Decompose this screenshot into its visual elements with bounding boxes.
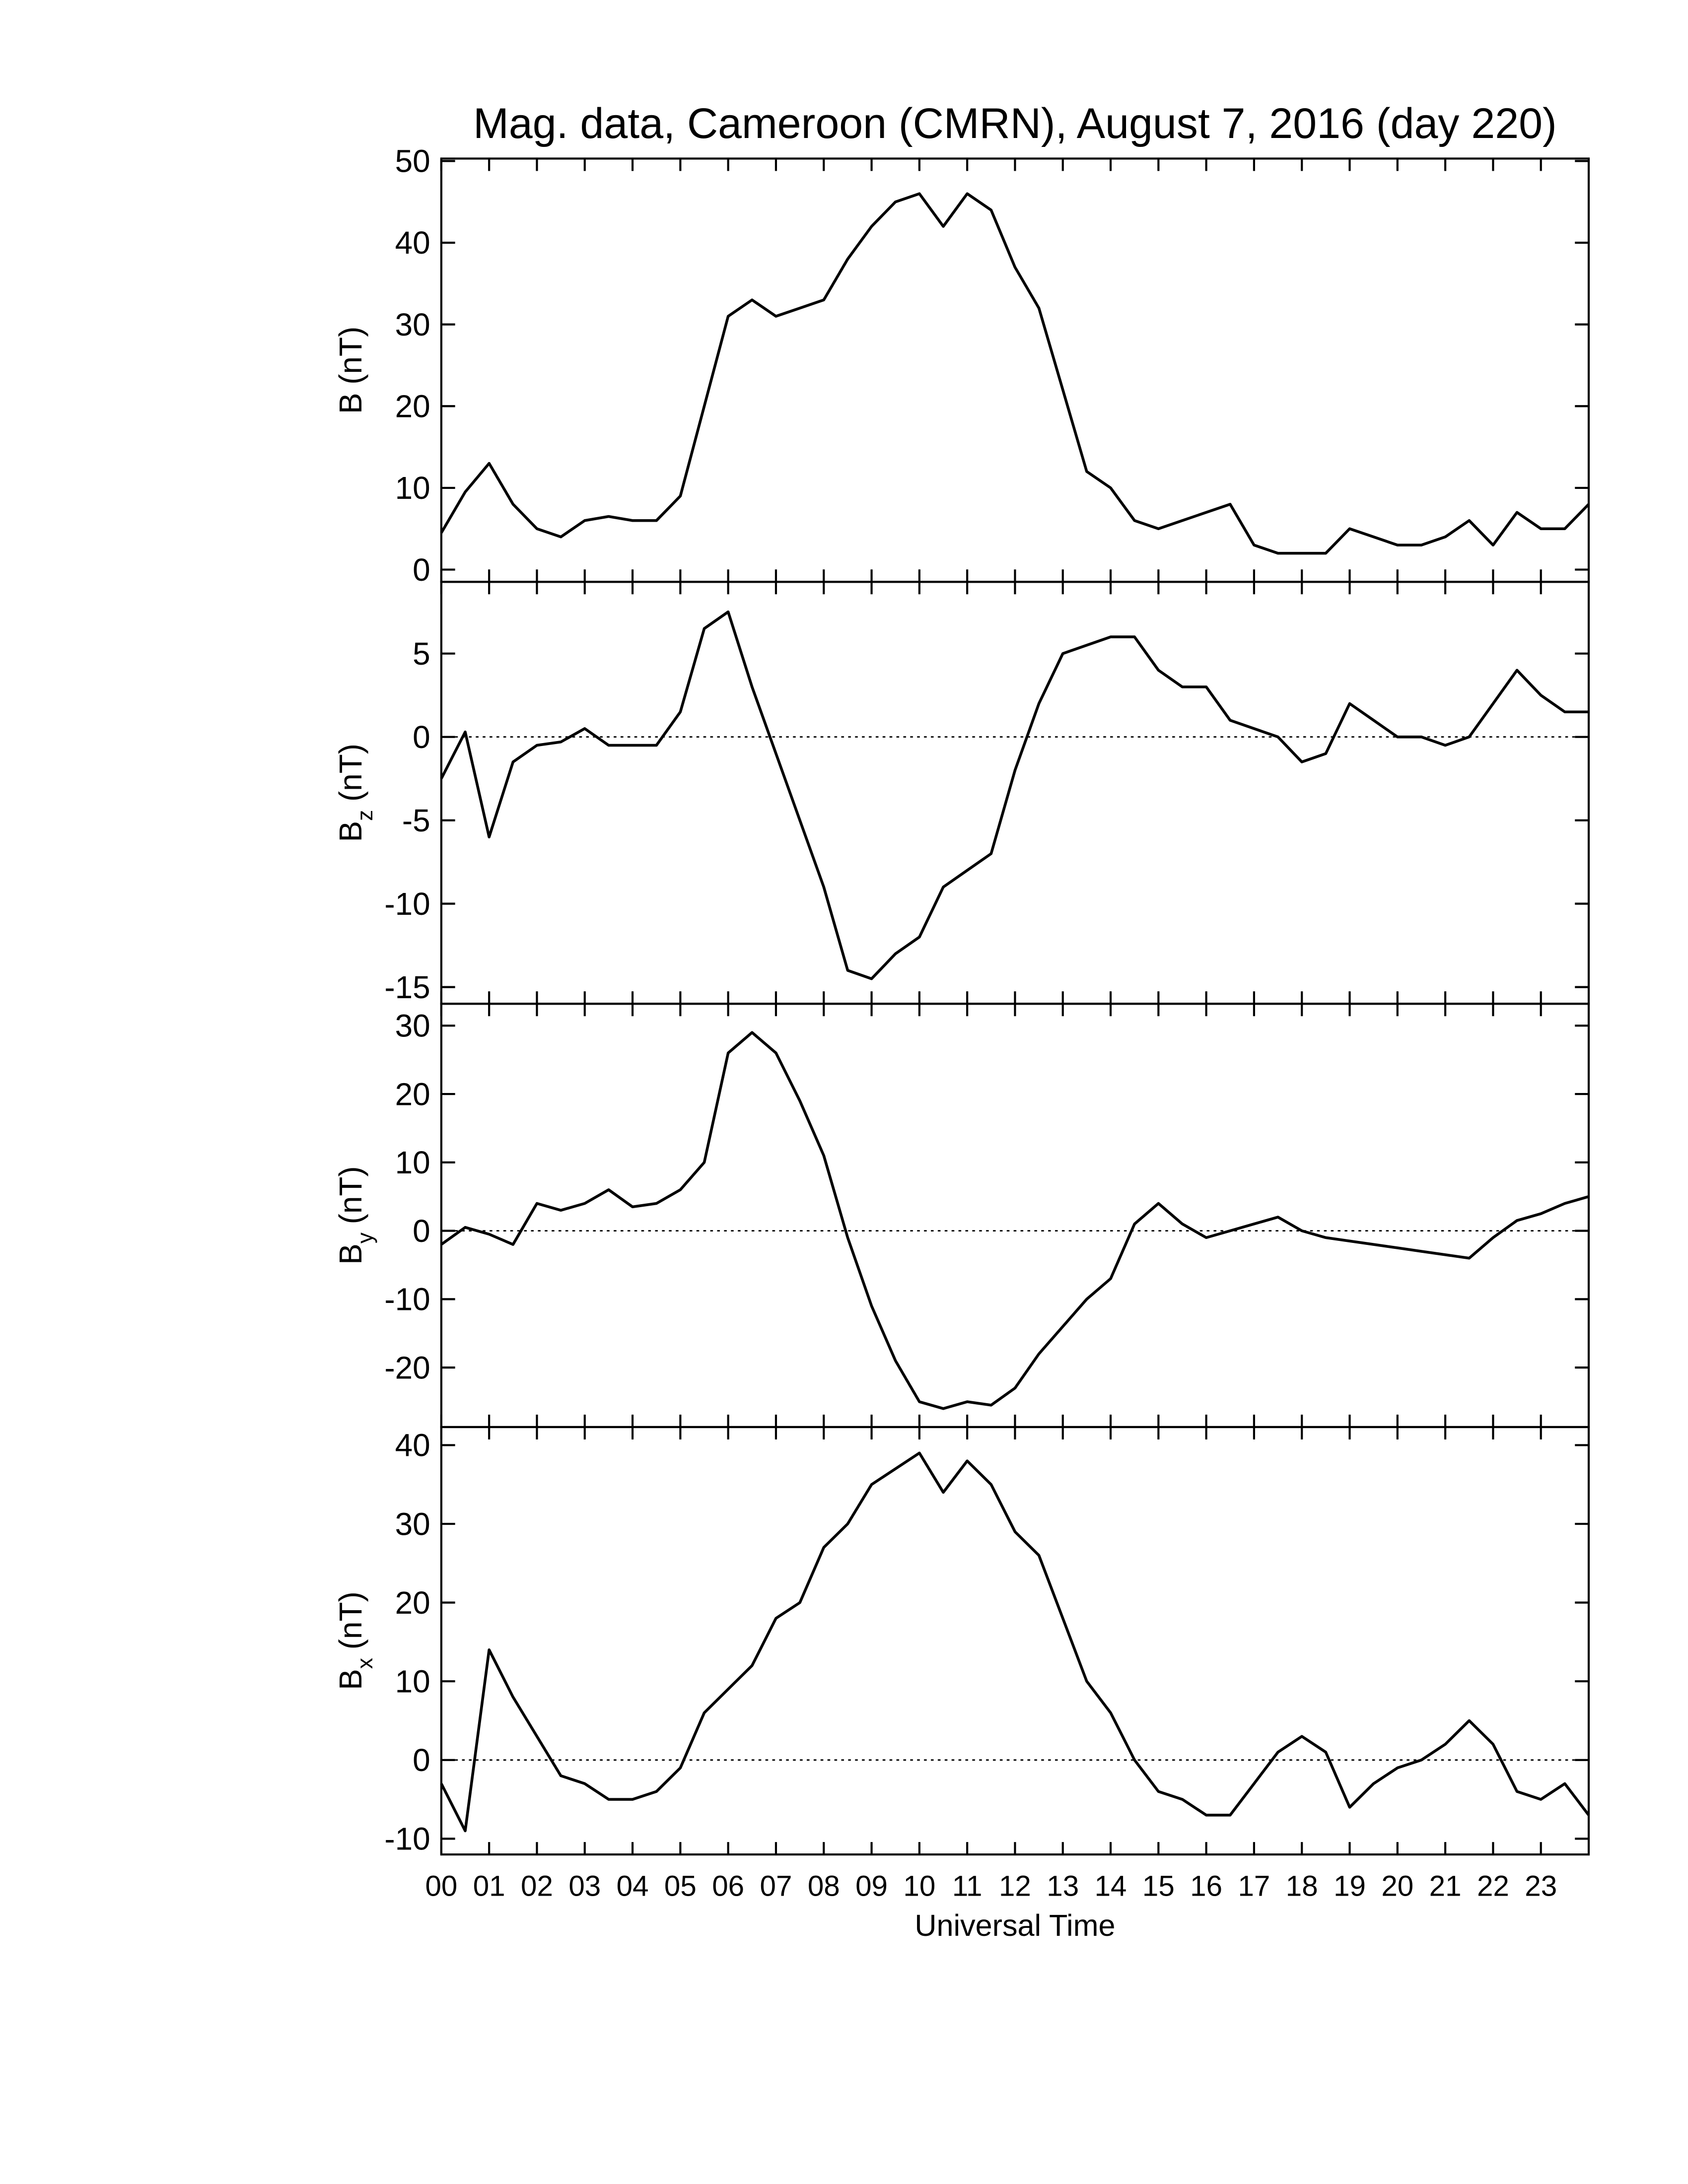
x-tick-label: 05 <box>664 1870 697 1902</box>
data-line <box>440 1031 1589 1410</box>
x-tick-label: 13 <box>1047 1870 1079 1902</box>
panel-frame <box>440 581 1590 1005</box>
x-tick-label: 12 <box>999 1870 1031 1902</box>
x-tick-label: 03 <box>568 1870 601 1902</box>
x-tick-label: 20 <box>1381 1870 1413 1902</box>
x-tick-label: 07 <box>760 1870 792 1902</box>
y-axis-label: Bx (nT) <box>333 1591 377 1690</box>
y-tick-label: -10 <box>384 1282 430 1317</box>
y-label-symbol: B <box>333 393 368 414</box>
x-tick-label: 10 <box>903 1870 935 1902</box>
data-line <box>440 1451 1590 1833</box>
x-tick-label: 00 <box>425 1870 457 1902</box>
x-tick-label: 09 <box>855 1870 888 1902</box>
y-label-unit: (nT) <box>333 327 368 385</box>
y-tick-label: 30 <box>395 1008 430 1044</box>
x-tick-label: 22 <box>1477 1870 1509 1902</box>
y-label-unit: (nT) <box>333 1166 368 1224</box>
y-tick-label: 20 <box>395 1585 430 1621</box>
y-tick-label: -5 <box>402 803 430 838</box>
y-label-subscript: z <box>353 810 377 821</box>
y-tick-label: 10 <box>395 1663 430 1699</box>
y-axis-label: B (nT) <box>333 327 368 414</box>
y-tick-label: 20 <box>395 388 430 424</box>
x-tick-label: 18 <box>1286 1870 1318 1902</box>
x-tick-label: 17 <box>1238 1870 1270 1902</box>
y-tick-label: 10 <box>395 470 430 506</box>
y-tick-label: 0 <box>413 552 430 588</box>
y-tick-label: 5 <box>413 636 430 672</box>
y-tick-label: 30 <box>395 307 430 342</box>
y-axis-label: By (nT) <box>333 1166 377 1265</box>
x-axis-label: Universal Time <box>914 1909 1115 1942</box>
y-tick-label: -10 <box>384 1821 430 1857</box>
y-tick-label: 20 <box>395 1076 430 1112</box>
y-tick-label: 40 <box>395 225 430 261</box>
x-tick-label: 19 <box>1334 1870 1366 1902</box>
x-tick-label: 23 <box>1525 1870 1557 1902</box>
y-tick-label: 0 <box>413 719 430 755</box>
y-label-unit: (nT) <box>333 744 368 802</box>
y-tick-label: 10 <box>395 1145 430 1180</box>
y-axis-label: Bz (nT) <box>333 744 377 842</box>
chart-title: Mag. data, Cameroon (CMRN), August 7, 20… <box>473 100 1557 147</box>
y-label-symbol: B <box>333 1243 368 1265</box>
panel-frame <box>440 1003 1590 1429</box>
data-line <box>440 610 1589 980</box>
y-label-subscript: x <box>353 1658 377 1669</box>
x-tick-label: 14 <box>1095 1870 1127 1902</box>
x-tick-label: 01 <box>473 1870 505 1902</box>
x-tick-label: 04 <box>617 1870 649 1902</box>
x-tick-label: 11 <box>952 1870 983 1902</box>
x-tick-label: 15 <box>1142 1870 1175 1902</box>
data-line <box>440 192 1590 555</box>
x-tick-label: 02 <box>521 1870 553 1902</box>
x-tick-label: 16 <box>1190 1870 1222 1902</box>
panel-frame <box>440 1426 1590 1856</box>
y-tick-label: 50 <box>395 143 430 179</box>
y-tick-label: -15 <box>384 969 430 1005</box>
y-tick-label: 40 <box>395 1428 430 1463</box>
x-tick-label: 06 <box>712 1870 744 1902</box>
x-tick-label: 21 <box>1429 1870 1462 1902</box>
y-tick-label: 0 <box>413 1742 430 1778</box>
y-tick-label: -10 <box>384 886 430 922</box>
y-tick-label: 0 <box>413 1213 430 1249</box>
y-label-unit: (nT) <box>333 1591 368 1649</box>
y-tick-label: 30 <box>395 1506 430 1542</box>
y-label-symbol: B <box>333 821 368 842</box>
y-label-subscript: y <box>353 1232 377 1243</box>
x-tick-label: 08 <box>808 1870 840 1902</box>
y-label-symbol: B <box>333 1669 368 1690</box>
y-tick-label: -20 <box>384 1350 430 1385</box>
